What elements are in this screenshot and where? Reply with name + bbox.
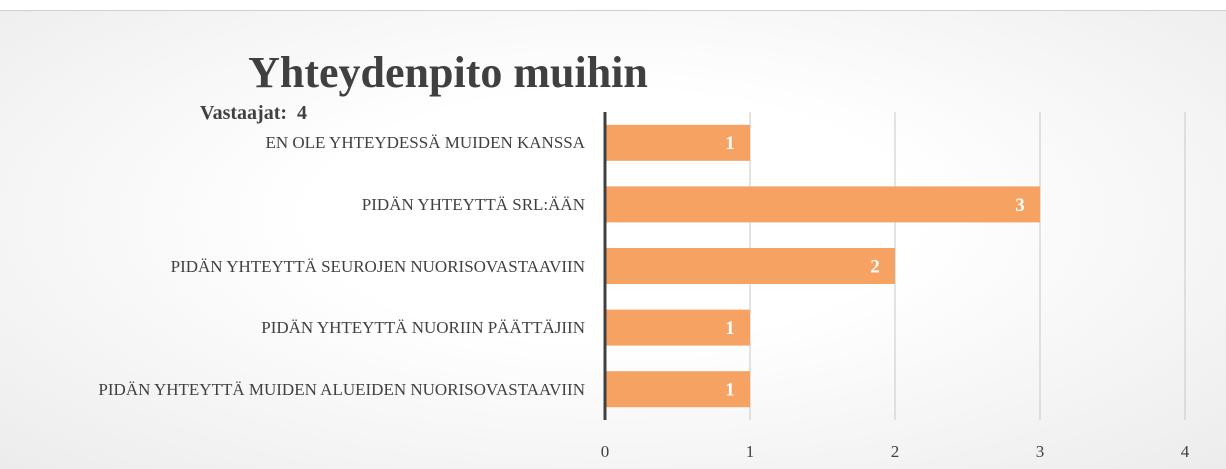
data-label: 1 xyxy=(725,133,735,154)
data-label: 1 xyxy=(725,318,735,339)
data-label: 1 xyxy=(725,380,735,401)
y-tick-label: PIDÄN YHTEYTTÄ MUIDEN ALUEIDEN NUORISOVA… xyxy=(98,379,585,399)
x-tick-label: 0 xyxy=(601,442,610,461)
data-label: 3 xyxy=(1015,195,1025,216)
chart-title: Yhteydenpito muihin xyxy=(248,48,648,97)
bar xyxy=(605,124,750,161)
y-tick-label: PIDÄN YHTEYTTÄ SRL:ÄÄN xyxy=(361,194,585,214)
x-tick-label: 4 xyxy=(1181,442,1190,461)
bar xyxy=(605,309,750,346)
bar xyxy=(605,186,1040,223)
y-tick-label: PIDÄN YHTEYTTÄ NUORIIN PÄÄTTÄJIIN xyxy=(261,318,585,338)
x-tick-label: 3 xyxy=(1036,442,1045,461)
chart-subtitle: Vastaajat: 4 xyxy=(200,102,308,124)
y-tick-label: PIDÄN YHTEYTTÄ SEUROJEN NUORISOVASTAAVII… xyxy=(170,256,585,276)
bar xyxy=(605,248,895,284)
x-tick-label: 1 xyxy=(746,442,755,461)
y-tick-label: EN OLE YHTEYDESSÄ MUIDEN KANSSA xyxy=(265,133,585,153)
x-tick-label: 2 xyxy=(891,442,900,461)
bar xyxy=(605,371,750,408)
data-label: 2 xyxy=(870,256,880,277)
